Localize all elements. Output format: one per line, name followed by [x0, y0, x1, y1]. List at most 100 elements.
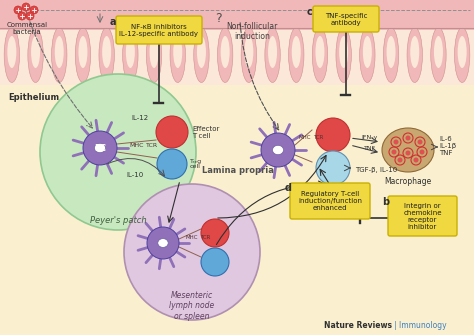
FancyBboxPatch shape [0, 80, 474, 335]
Circle shape [393, 139, 399, 144]
Text: Macrophage: Macrophage [384, 177, 432, 186]
Circle shape [18, 12, 26, 20]
Ellipse shape [52, 27, 67, 82]
Ellipse shape [31, 36, 40, 68]
FancyBboxPatch shape [0, 0, 474, 85]
Ellipse shape [386, 36, 395, 68]
Ellipse shape [434, 36, 443, 68]
Ellipse shape [273, 145, 283, 155]
Text: Tᵣₑg
cell: Tᵣₑg cell [190, 158, 202, 170]
Circle shape [147, 227, 179, 259]
Ellipse shape [289, 27, 304, 82]
Ellipse shape [102, 36, 111, 68]
Text: IFN-γ: IFN-γ [362, 134, 378, 139]
Ellipse shape [78, 36, 87, 68]
Ellipse shape [158, 239, 168, 248]
Text: TNF-specific
antibody: TNF-specific antibody [325, 12, 367, 25]
Circle shape [261, 133, 295, 167]
Ellipse shape [99, 27, 114, 82]
Circle shape [26, 12, 34, 20]
Ellipse shape [241, 27, 256, 82]
Circle shape [419, 149, 425, 154]
Text: d: d [284, 183, 292, 193]
Text: c: c [307, 7, 313, 17]
Ellipse shape [312, 27, 328, 82]
Text: DC: DC [94, 143, 106, 152]
FancyBboxPatch shape [290, 183, 370, 219]
Ellipse shape [383, 27, 399, 82]
Text: MHC: MHC [186, 234, 198, 240]
Circle shape [398, 157, 402, 162]
Circle shape [14, 6, 22, 14]
Ellipse shape [431, 27, 446, 82]
FancyBboxPatch shape [0, 0, 474, 28]
Text: Lamina propria: Lamina propria [202, 165, 274, 175]
Text: TGF-β, IL-10: TGF-β, IL-10 [355, 167, 397, 173]
Text: Integrin or
chemokine
receptor
inhibitor: Integrin or chemokine receptor inhibitor [403, 202, 442, 229]
Circle shape [392, 149, 396, 154]
Circle shape [201, 219, 229, 247]
Circle shape [413, 157, 419, 162]
Ellipse shape [268, 36, 277, 68]
Text: MHC: MHC [130, 142, 144, 147]
Circle shape [405, 135, 410, 140]
Text: Effector
T cell: Effector T cell [192, 126, 219, 138]
Ellipse shape [170, 27, 185, 82]
FancyBboxPatch shape [388, 196, 457, 236]
Ellipse shape [75, 27, 91, 82]
Ellipse shape [146, 27, 162, 82]
Ellipse shape [220, 36, 229, 68]
Ellipse shape [126, 36, 135, 68]
Text: b: b [383, 197, 390, 207]
Circle shape [405, 150, 410, 155]
Circle shape [40, 74, 196, 230]
Ellipse shape [149, 36, 158, 68]
Ellipse shape [457, 36, 466, 68]
Text: Commensal
bacteria: Commensal bacteria [7, 22, 47, 35]
Ellipse shape [4, 27, 19, 82]
Ellipse shape [339, 36, 348, 68]
Ellipse shape [197, 36, 206, 68]
Text: ?: ? [215, 11, 221, 24]
Ellipse shape [382, 128, 434, 172]
Circle shape [30, 6, 38, 14]
Text: Non-follicular
induction: Non-follicular induction [226, 22, 278, 42]
Text: Mesenteric
lymph node
or spleen: Mesenteric lymph node or spleen [169, 291, 215, 321]
FancyBboxPatch shape [116, 16, 202, 44]
Text: IL-10: IL-10 [127, 172, 144, 178]
Text: TCR: TCR [200, 234, 210, 240]
Circle shape [22, 3, 30, 11]
Ellipse shape [194, 27, 209, 82]
Ellipse shape [315, 36, 324, 68]
Ellipse shape [94, 143, 106, 153]
Ellipse shape [336, 27, 351, 82]
Text: MHC: MHC [299, 134, 311, 139]
Circle shape [157, 149, 187, 179]
Circle shape [124, 184, 260, 320]
Text: a: a [110, 17, 116, 27]
Ellipse shape [455, 27, 470, 82]
Text: IL-12: IL-12 [131, 115, 148, 121]
Text: TNF: TNF [364, 145, 376, 150]
Circle shape [418, 139, 422, 144]
Ellipse shape [28, 27, 43, 82]
Circle shape [316, 118, 350, 152]
Ellipse shape [123, 27, 138, 82]
Ellipse shape [407, 27, 422, 82]
Text: Peyer's patch: Peyer's patch [90, 215, 146, 224]
Circle shape [83, 131, 117, 165]
Ellipse shape [245, 36, 253, 68]
Ellipse shape [292, 36, 301, 68]
Ellipse shape [218, 27, 233, 82]
Text: Nature Reviews: Nature Reviews [324, 321, 392, 330]
Ellipse shape [8, 36, 17, 68]
Text: Regulatory T-cell
induction/function
enhanced: Regulatory T-cell induction/function enh… [298, 191, 362, 211]
Text: | Immunology: | Immunology [394, 321, 447, 330]
Ellipse shape [173, 36, 182, 68]
Text: Epithelium: Epithelium [8, 93, 59, 102]
Ellipse shape [55, 36, 64, 68]
Ellipse shape [360, 27, 375, 82]
Text: NF-κB inhibitors
IL-12-specific antibody: NF-κB inhibitors IL-12-specific antibody [119, 23, 199, 37]
Circle shape [201, 248, 229, 276]
FancyBboxPatch shape [0, 30, 474, 85]
